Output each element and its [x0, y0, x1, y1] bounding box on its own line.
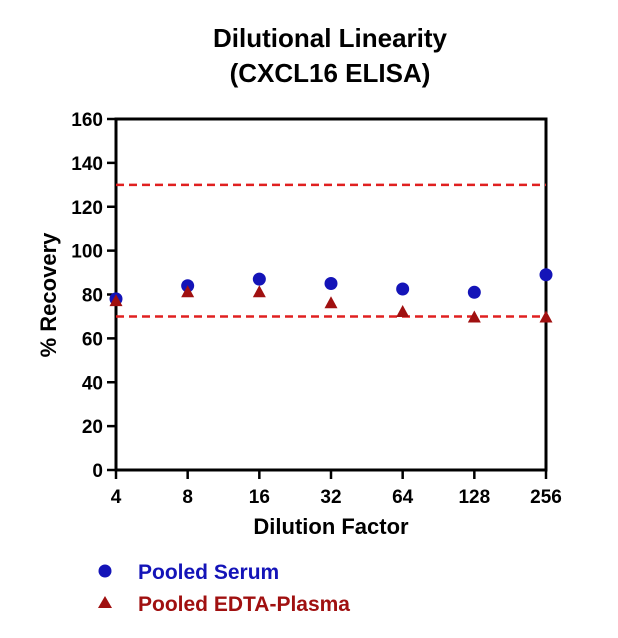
point-plasma-256: [539, 310, 553, 323]
y-tick-label-60: 60: [82, 329, 103, 350]
legend: Pooled Serum Pooled EDTA-Plasma: [98, 561, 350, 616]
y-tick-label-160: 160: [71, 110, 103, 131]
y-tick-label-80: 80: [82, 286, 103, 307]
x-tick-label-32: 32: [320, 487, 341, 508]
chart-title-line-1: Dilutional Linearity: [213, 23, 448, 53]
legend-marker-plasma: [98, 596, 112, 608]
x-axis-title: Dilution Factor: [253, 514, 409, 539]
plot-frame: [114, 117, 548, 472]
y-tick-label-120: 120: [71, 198, 103, 219]
y-tick-label-40: 40: [82, 373, 103, 394]
x-tick-label-16: 16: [249, 487, 270, 508]
y-axis-title: % Recovery: [36, 232, 61, 358]
legend-marker-serum: [98, 564, 112, 578]
point-plasma-64: [396, 305, 410, 318]
y-tick-label-0: 0: [92, 461, 103, 482]
point-plasma-8: [181, 285, 195, 298]
point-serum-64: [396, 282, 410, 296]
point-plasma-4: [109, 294, 123, 307]
point-plasma-128: [467, 310, 481, 323]
point-serum-32: [324, 277, 338, 291]
legend-label-plasma: Pooled EDTA-Plasma: [138, 593, 350, 616]
x-tick-label-4: 4: [111, 487, 122, 508]
point-plasma-32: [324, 296, 338, 309]
chart-title-line-2: (CXCL16 ELISA): [230, 58, 431, 88]
point-serum-16: [252, 272, 266, 286]
x-tick-label-256: 256: [530, 487, 562, 508]
point-plasma-16: [252, 285, 266, 298]
legend-label-serum: Pooled Serum: [138, 561, 279, 584]
x-tick-label-64: 64: [392, 487, 414, 508]
y-tick-label-140: 140: [71, 154, 103, 175]
y-tick-label-100: 100: [71, 242, 103, 263]
point-serum-128: [467, 285, 481, 299]
y-tick-label-20: 20: [82, 417, 103, 438]
x-tick-label-128: 128: [458, 487, 490, 508]
x-tick-label-8: 8: [182, 487, 193, 508]
point-serum-256: [539, 268, 553, 282]
